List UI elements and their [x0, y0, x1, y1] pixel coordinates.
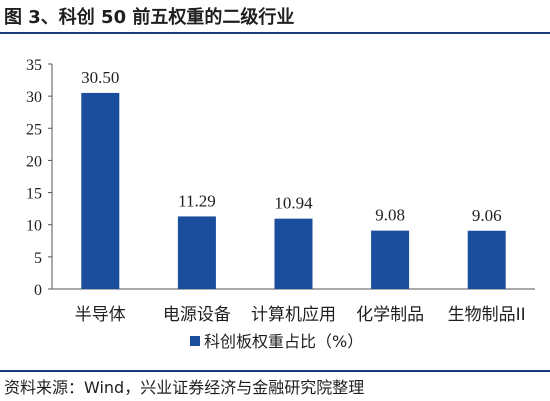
- legend-swatch: [190, 336, 200, 346]
- top-rule: [0, 32, 550, 34]
- title-bar: 图 3、科创 50 前五权重的二级行业: [0, 0, 550, 30]
- x-tick-label: 计算机应用: [251, 305, 336, 325]
- figure-title: 图 3、科创 50 前五权重的二级行业: [4, 7, 295, 28]
- x-tick-label: 生物制品II: [448, 305, 526, 325]
- data-label: 11.29: [178, 191, 216, 210]
- y-tick-label: 30: [26, 89, 42, 106]
- data-label: 30.50: [81, 68, 119, 87]
- x-tick-label: 电源设备: [163, 305, 231, 325]
- bottom-rule: [0, 370, 550, 372]
- y-tick-label: 35: [26, 57, 42, 74]
- data-label: 9.08: [375, 206, 405, 225]
- bar: [274, 218, 313, 289]
- data-label: 10.94: [274, 194, 313, 213]
- x-tick-label: 半导体: [75, 305, 126, 325]
- bar: [467, 230, 506, 289]
- source-note: 资料来源：Wind，兴业证券经济与金融研究院整理: [4, 378, 365, 397]
- y-tick-label: 15: [26, 186, 42, 203]
- y-tick-label: 0: [34, 282, 42, 299]
- y-tick-label: 25: [26, 121, 42, 138]
- y-tick-label: 5: [34, 250, 42, 267]
- bar: [81, 92, 120, 289]
- y-tick-label: 10: [26, 218, 42, 235]
- x-tick-label: 化学制品: [356, 305, 424, 325]
- y-tick-label: 20: [26, 153, 42, 170]
- bar-chart: 0 5 10 15 20 25 30 35 30.50 半导体 11.29 电源设备 10.94 计算机应…: [26, 57, 535, 351]
- bar: [177, 216, 216, 289]
- bar: [371, 230, 410, 289]
- legend-label: 科创板权重占比（%）: [204, 332, 363, 351]
- data-label: 9.06: [472, 206, 502, 225]
